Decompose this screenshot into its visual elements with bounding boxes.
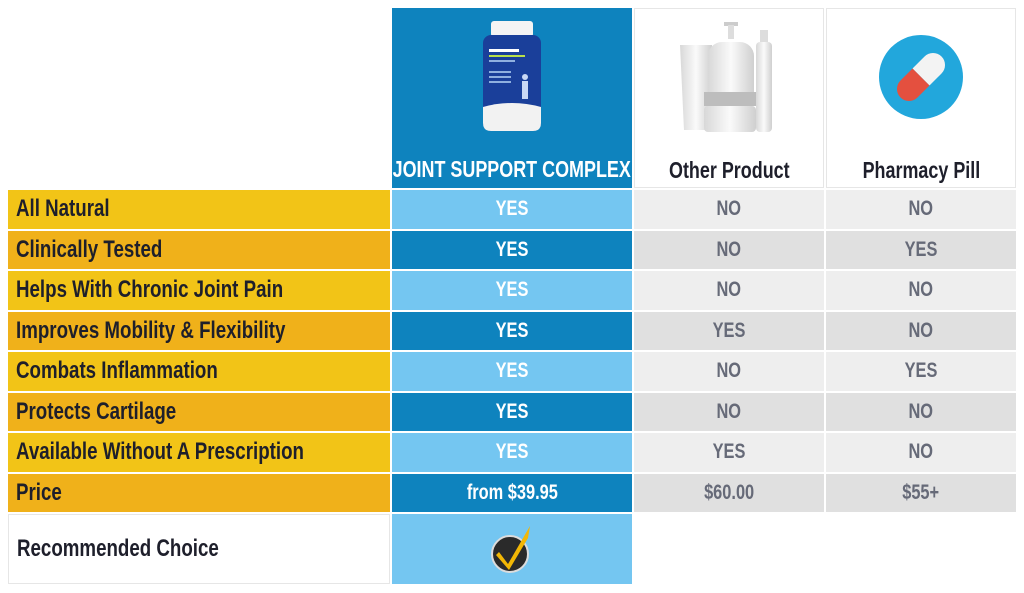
checkmark-badge-icon <box>491 526 530 573</box>
table-cell: NO <box>826 433 1016 472</box>
column-title: JOINT SUPPORT COMPLEX <box>392 156 632 182</box>
table-cell: NO <box>826 311 1016 350</box>
table-cell: YES <box>826 352 1016 391</box>
table-cell: YES <box>392 352 632 391</box>
table-cell: YES <box>826 230 1016 269</box>
table-cell: NO <box>826 190 1016 229</box>
empty-cell <box>826 514 1016 584</box>
table-cell-text: YES <box>495 359 529 383</box>
table-cell-text: YES <box>495 278 529 302</box>
table-cell-text: YES <box>495 197 529 221</box>
recommended-cell <box>392 514 632 584</box>
table-cell-text: NO <box>908 278 934 302</box>
table-cell: NO <box>634 392 824 431</box>
table-cell: NO <box>634 190 824 229</box>
row-label-text: Combats Inflammation <box>16 357 218 385</box>
empty-cell <box>634 514 824 584</box>
row-label-text: Price <box>16 478 62 506</box>
column-title: Pharmacy Pill <box>862 157 980 183</box>
row-label-text: Protects Cartilage <box>16 397 177 425</box>
table-cell: $55+ <box>826 473 1016 512</box>
row-label-text: Clinically Tested <box>16 235 163 263</box>
comparison-table: JOINT SUPPORT COMPLEX Other Product <box>8 8 1016 584</box>
table-cell-text: NO <box>908 440 934 464</box>
table-cell: YES <box>392 433 632 472</box>
table-cell-text: NO <box>716 359 742 383</box>
row-label: Available Without A Prescription <box>8 433 390 472</box>
table-cell: YES <box>392 190 632 229</box>
table-cell-text: from $39.95 <box>466 480 558 504</box>
table-cell: YES <box>392 271 632 310</box>
cosmetic-bottles-image <box>674 17 784 137</box>
supplement-bottle-image <box>477 16 547 136</box>
row-label-text: All Natural <box>16 195 110 223</box>
capsule-pill-image <box>878 17 964 137</box>
row-label-text: Helps With Chronic Joint Pain <box>16 276 284 304</box>
row-label: All Natural <box>8 190 390 229</box>
recommended-label-text: Recommended Choice <box>17 535 219 562</box>
row-label: Improves Mobility & Flexibility <box>8 311 390 350</box>
table-cell: NO <box>826 392 1016 431</box>
table-cell: $60.00 <box>634 473 824 512</box>
table-cell-text: YES <box>904 359 938 383</box>
table-cell-text: $55+ <box>902 480 940 504</box>
row-label-text: Available Without A Prescription <box>16 438 304 466</box>
table-cell: from $39.95 <box>392 473 632 512</box>
table-cell-text: NO <box>716 197 742 221</box>
table-cell: YES <box>392 311 632 350</box>
table-cell-text: YES <box>495 237 529 261</box>
table-cell-text: YES <box>495 318 529 342</box>
row-label: Helps With Chronic Joint Pain <box>8 271 390 310</box>
table-cell: YES <box>392 392 632 431</box>
table-cell-text: NO <box>908 318 934 342</box>
row-label: Price <box>8 473 390 512</box>
table-cell-text: NO <box>716 278 742 302</box>
header-other-product: Other Product <box>634 8 824 188</box>
row-label: Protects Cartilage <box>8 392 390 431</box>
table-cell-text: YES <box>712 318 746 342</box>
table-cell: YES <box>392 230 632 269</box>
column-title: Other Product <box>668 157 790 183</box>
table-cell-text: YES <box>904 237 938 261</box>
table-cell-text: NO <box>908 399 934 423</box>
table-cell: NO <box>634 271 824 310</box>
table-cell: YES <box>634 433 824 472</box>
table-cell-text: NO <box>908 197 934 221</box>
row-label: Combats Inflammation <box>8 352 390 391</box>
table-cell: YES <box>634 311 824 350</box>
table-cell-text: YES <box>495 399 529 423</box>
row-label-text: Improves Mobility & Flexibility <box>16 316 286 344</box>
recommended-label: Recommended Choice <box>8 514 390 584</box>
header-empty <box>8 8 390 188</box>
header-joint-support-complex: JOINT SUPPORT COMPLEX <box>392 8 632 188</box>
header-pharmacy-pill: Pharmacy Pill <box>826 8 1016 188</box>
table-cell: NO <box>826 271 1016 310</box>
table-cell: NO <box>634 352 824 391</box>
table-cell-text: NO <box>716 237 742 261</box>
table-cell: NO <box>634 230 824 269</box>
row-label: Clinically Tested <box>8 230 390 269</box>
table-cell-text: $60.00 <box>703 480 755 504</box>
table-cell-text: NO <box>716 399 742 423</box>
table-cell-text: YES <box>495 440 529 464</box>
table-cell-text: YES <box>712 440 746 464</box>
